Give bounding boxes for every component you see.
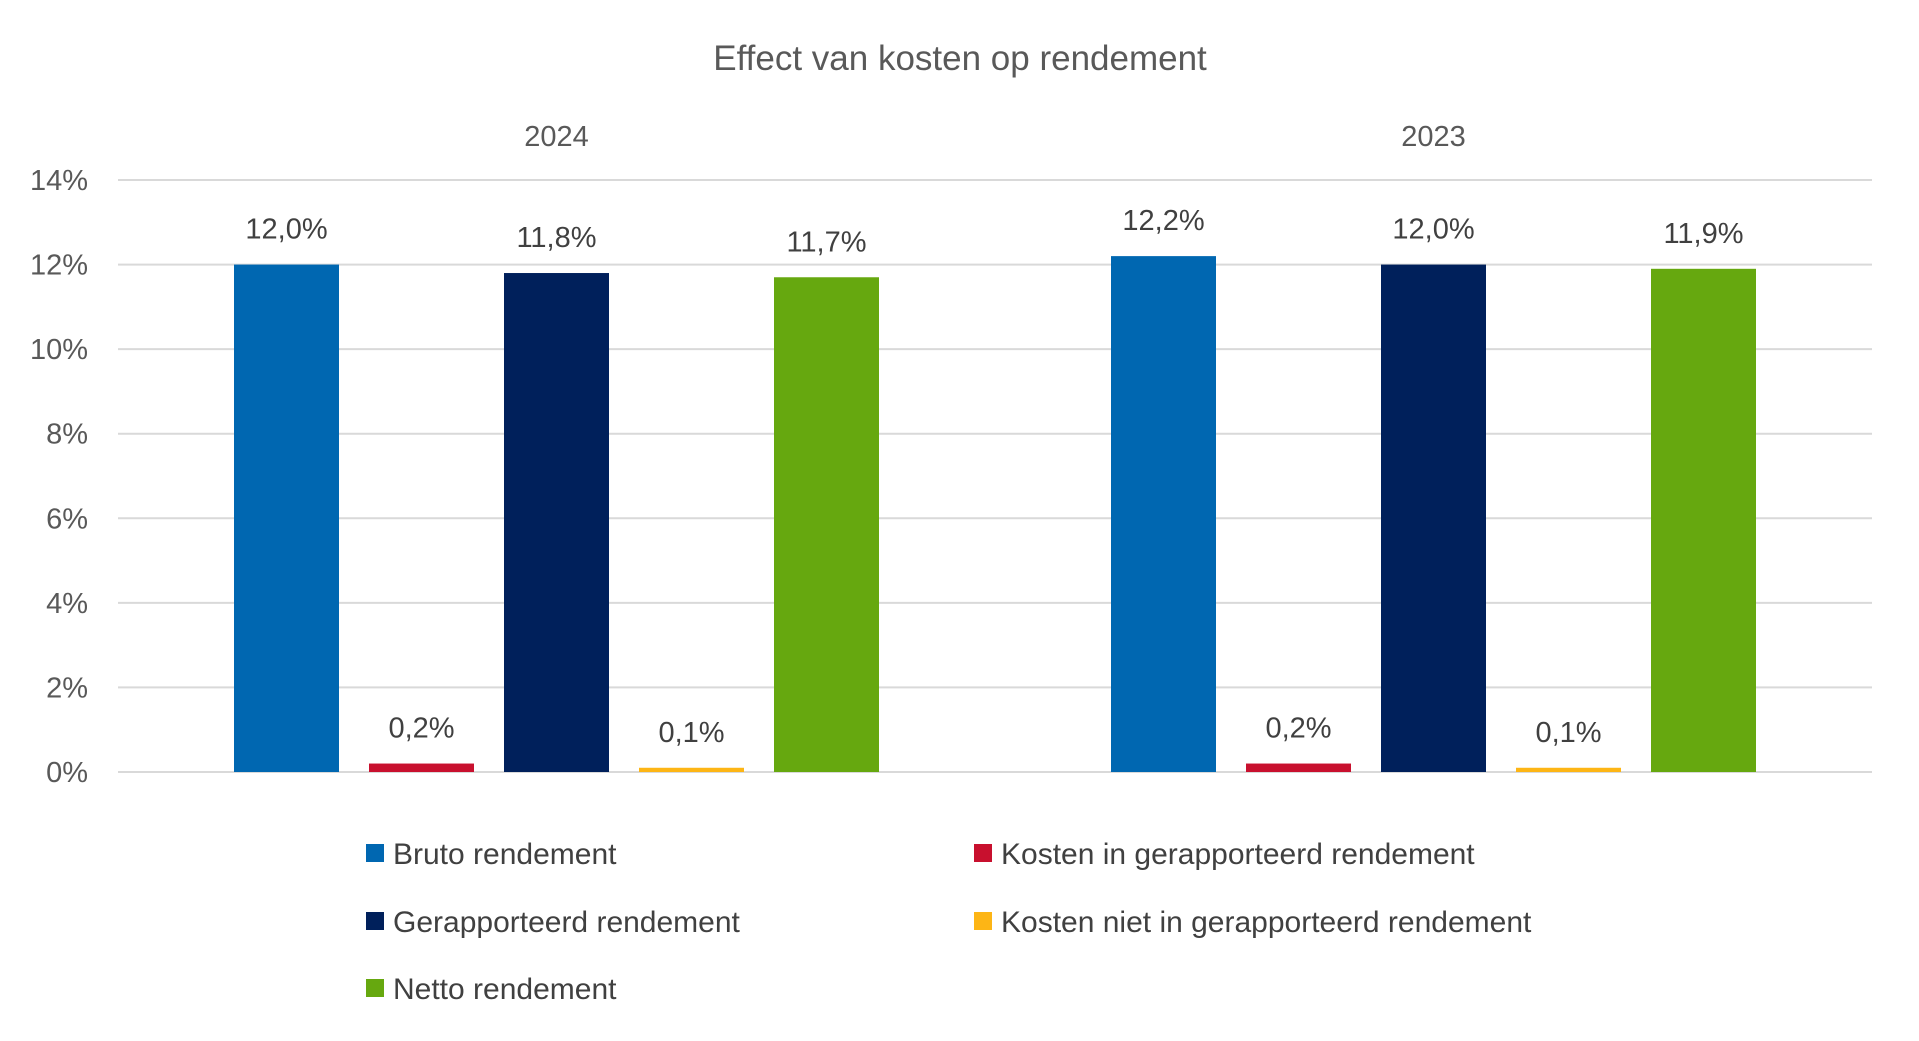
- data-label: 0,2%: [1265, 713, 1331, 745]
- bar: [1516, 767, 1621, 772]
- category-label: 2024: [524, 121, 589, 153]
- y-tick-label: 10%: [30, 334, 88, 366]
- legend-label: Kosten niet in gerapporteerd rendement: [1001, 906, 1532, 939]
- chart-title: Effect van kosten op rendement: [713, 39, 1207, 78]
- bar: [369, 763, 474, 772]
- data-label: 12,0%: [1392, 214, 1474, 246]
- legend-swatch: [974, 844, 992, 862]
- legend-swatch: [366, 979, 384, 997]
- legend-swatch: [366, 912, 384, 930]
- y-tick-label: 4%: [46, 588, 88, 620]
- data-label: 11,8%: [516, 222, 596, 254]
- data-label: 12,2%: [1122, 205, 1204, 237]
- data-label: 11,7%: [786, 226, 866, 258]
- data-label: 0,2%: [388, 713, 454, 745]
- y-tick-label: 12%: [30, 250, 88, 282]
- bars: [234, 256, 1756, 773]
- legend-label: Kosten in gerapporteerd rendement: [1001, 838, 1475, 871]
- bar: [1246, 763, 1351, 772]
- data-labels: 12,0% 0,2% 11,8% 0,1% 11,7% 12,2% 0,2% 12,0% 0,1…: [245, 205, 1743, 749]
- category-labels: 2024 2023: [524, 121, 1466, 153]
- y-tick-label: 6%: [46, 503, 88, 535]
- legend-swatch: [366, 844, 384, 862]
- y-tick-label: 14%: [30, 165, 88, 197]
- legend-label: Bruto rendement: [393, 838, 617, 871]
- bar: [234, 264, 339, 772]
- legend-label: Netto rendement: [393, 973, 617, 1006]
- category-label: 2023: [1401, 121, 1466, 153]
- legend-label: Gerapporteerd rendement: [393, 906, 741, 939]
- bar: [1381, 264, 1486, 772]
- legend: Bruto rendement Kosten in gerapporteerd r…: [366, 838, 1532, 1006]
- data-label: 0,1%: [1535, 717, 1601, 749]
- bar: [639, 767, 744, 772]
- data-label: 12,0%: [245, 214, 327, 246]
- legend-swatch: [974, 912, 992, 930]
- bar: [774, 277, 879, 772]
- data-label: 0,1%: [658, 717, 724, 749]
- y-tick-label: 2%: [46, 672, 88, 704]
- y-axis-ticks: 0% 2% 4% 6% 8% 10% 12% 14%: [30, 165, 88, 789]
- bar: [504, 273, 609, 772]
- bar: [1651, 268, 1756, 772]
- y-tick-label: 0%: [46, 757, 88, 789]
- gridlines: [118, 179, 1872, 773]
- data-label: 11,9%: [1663, 218, 1743, 250]
- y-tick-label: 8%: [46, 419, 88, 451]
- bar: [1111, 256, 1216, 773]
